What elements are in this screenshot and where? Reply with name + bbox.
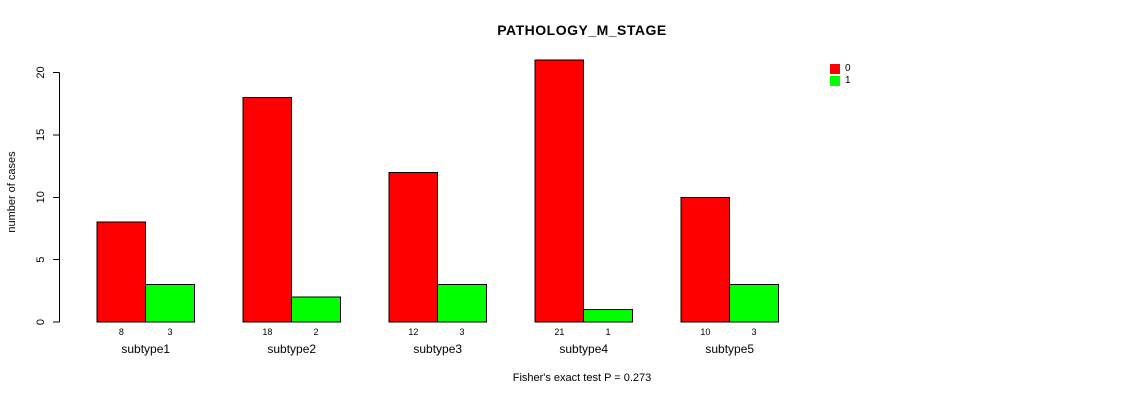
- stats-caption: Fisher's exact test P = 0.273: [512, 372, 652, 384]
- bar-value-label: 1: [606, 327, 611, 337]
- bar-value-label: 10: [700, 327, 710, 337]
- chart-title: PATHOLOGY_M_STAGE: [497, 22, 667, 38]
- legend-entry: 0: [830, 63, 851, 74]
- bar-series0-subtype4: [534, 59, 585, 323]
- x-category-label: subtype1: [121, 342, 170, 356]
- y-axis-tick-label: 0: [35, 319, 47, 325]
- bar-value-label: 8: [119, 327, 124, 337]
- legend-swatch: [830, 75, 840, 86]
- x-category-label: subtype2: [267, 342, 316, 356]
- bar-series0-subtype1: [96, 221, 147, 323]
- legend-entry: 1: [830, 75, 851, 86]
- bar-value-label: 21: [554, 327, 564, 337]
- y-axis-tick-label: 5: [35, 257, 47, 263]
- x-category-label: subtype5: [705, 342, 754, 356]
- bar-series1-subtype5: [729, 284, 779, 323]
- bar-series1-subtype1: [145, 284, 195, 323]
- legend-label: 0: [845, 62, 851, 74]
- bar-value-label: 12: [408, 327, 418, 337]
- legend-swatch: [830, 63, 840, 74]
- bar-series1-subtype2: [291, 296, 341, 323]
- legend-label: 1: [845, 74, 851, 86]
- bar-value-label: 2: [314, 327, 319, 337]
- bar-value-label: 3: [752, 327, 757, 337]
- y-axis-tick-label: 20: [35, 66, 47, 78]
- bar-value-label: 3: [168, 327, 173, 337]
- bar-series0-subtype5: [680, 196, 731, 323]
- y-axis-tick-label: 10: [35, 191, 47, 203]
- x-category-label: subtype4: [559, 342, 608, 356]
- bar-series0-subtype2: [242, 96, 293, 323]
- y-axis-tick-label: 15: [35, 129, 47, 141]
- bar-series1-subtype4: [583, 309, 633, 323]
- bar-series1-subtype3: [437, 284, 487, 323]
- bar-value-label: 3: [460, 327, 465, 337]
- bar-value-label: 18: [262, 327, 272, 337]
- bar-series0-subtype3: [388, 171, 439, 323]
- x-category-label: subtype3: [413, 342, 462, 356]
